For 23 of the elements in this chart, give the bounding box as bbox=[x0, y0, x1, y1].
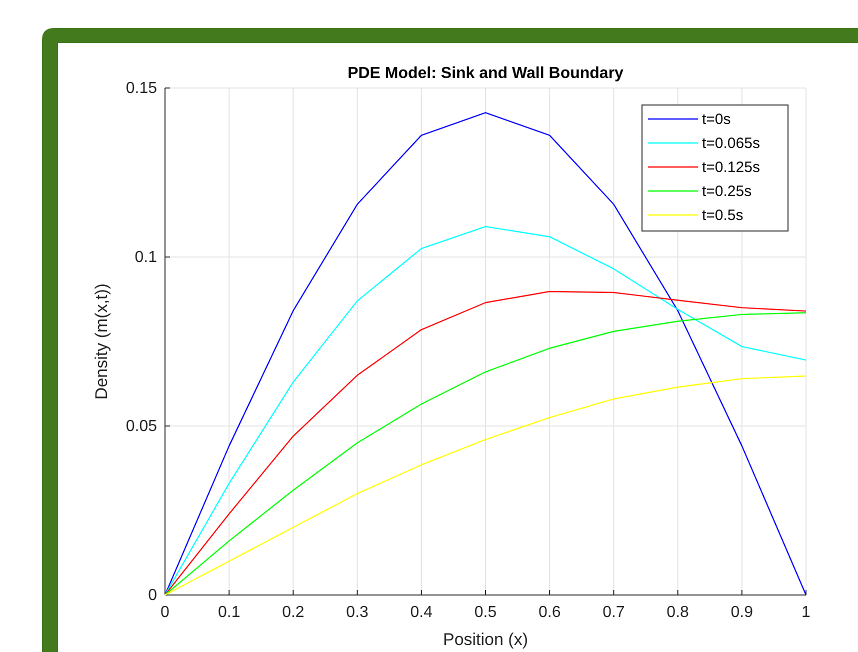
x-tick-label: 0.2 bbox=[282, 604, 304, 621]
y-tick-label: 0.05 bbox=[126, 418, 158, 435]
x-tick-label: 0.7 bbox=[602, 604, 625, 621]
x-axis-title: Position (x) bbox=[442, 630, 528, 649]
x-tick-label: 1 bbox=[802, 604, 811, 621]
x-tick-label: 0 bbox=[160, 604, 170, 621]
x-tick-label: 0.8 bbox=[666, 604, 690, 621]
chart-title: PDE Model: Sink and Wall Boundary bbox=[348, 65, 624, 82]
x-tick-label: 0.5 bbox=[474, 604, 497, 621]
y-tick-label: 0.1 bbox=[134, 249, 158, 266]
legend-label: t=0.25s bbox=[702, 183, 752, 200]
x-tick-label: 0.4 bbox=[410, 604, 433, 621]
y-tick-label: 0 bbox=[148, 587, 158, 604]
legend-label: t=0s bbox=[702, 111, 731, 128]
x-tick-label: 0.6 bbox=[538, 604, 561, 621]
x-tick-label: 0.1 bbox=[218, 604, 240, 621]
legend-label: t=0.065s bbox=[702, 135, 760, 152]
y-axis-title: Density (m(x,t)) bbox=[92, 283, 111, 400]
y-tick-label: 0.15 bbox=[126, 80, 158, 97]
legend-label: t=0.5s bbox=[702, 207, 744, 224]
x-tick-label: 0.9 bbox=[730, 604, 754, 621]
legend-label: t=0.125s bbox=[702, 159, 760, 176]
x-tick-label: 0.3 bbox=[346, 604, 369, 621]
